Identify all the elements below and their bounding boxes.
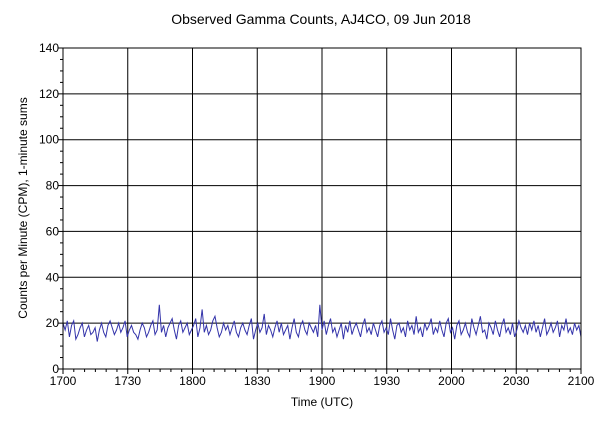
series-line bbox=[62, 304, 582, 342]
y-tick-label: 20 bbox=[46, 316, 60, 330]
x-axis-title: Time (UTC) bbox=[291, 395, 353, 409]
x-tick-label: 1730 bbox=[114, 374, 141, 388]
y-tick-label: 0 bbox=[52, 362, 59, 376]
y-tick-label: 60 bbox=[46, 224, 60, 238]
y-axis-ticks: 0 20 40 60 80 100 120 140 bbox=[39, 41, 63, 376]
y-axis-title: Counts per Minute (CPM), 1-minute sums bbox=[16, 97, 30, 318]
y-tick-label: 100 bbox=[39, 133, 59, 147]
x-tick-label: 1930 bbox=[373, 374, 400, 388]
x-axis-ticks: 1700 1730 1800 1830 1900 1930 2000 2030 2100 bbox=[50, 369, 595, 388]
x-tick-label: 2030 bbox=[503, 374, 530, 388]
x-tick-label: 1800 bbox=[179, 374, 206, 388]
x-tick-label: 1830 bbox=[244, 374, 271, 388]
chart-title: Observed Gamma Counts, AJ4CO, 09 Jun 201… bbox=[171, 11, 471, 27]
y-tick-label: 40 bbox=[46, 270, 60, 284]
y-tick-label: 140 bbox=[39, 41, 59, 55]
x-tick-label: 2100 bbox=[568, 374, 595, 388]
x-tick-label: 1700 bbox=[50, 374, 77, 388]
x-tick-label: 1900 bbox=[309, 374, 336, 388]
series-layer bbox=[62, 304, 582, 342]
y-tick-label: 120 bbox=[39, 87, 59, 101]
x-tick-label: 2000 bbox=[438, 374, 465, 388]
grid-lines bbox=[63, 48, 581, 369]
y-tick-label: 80 bbox=[46, 179, 60, 193]
